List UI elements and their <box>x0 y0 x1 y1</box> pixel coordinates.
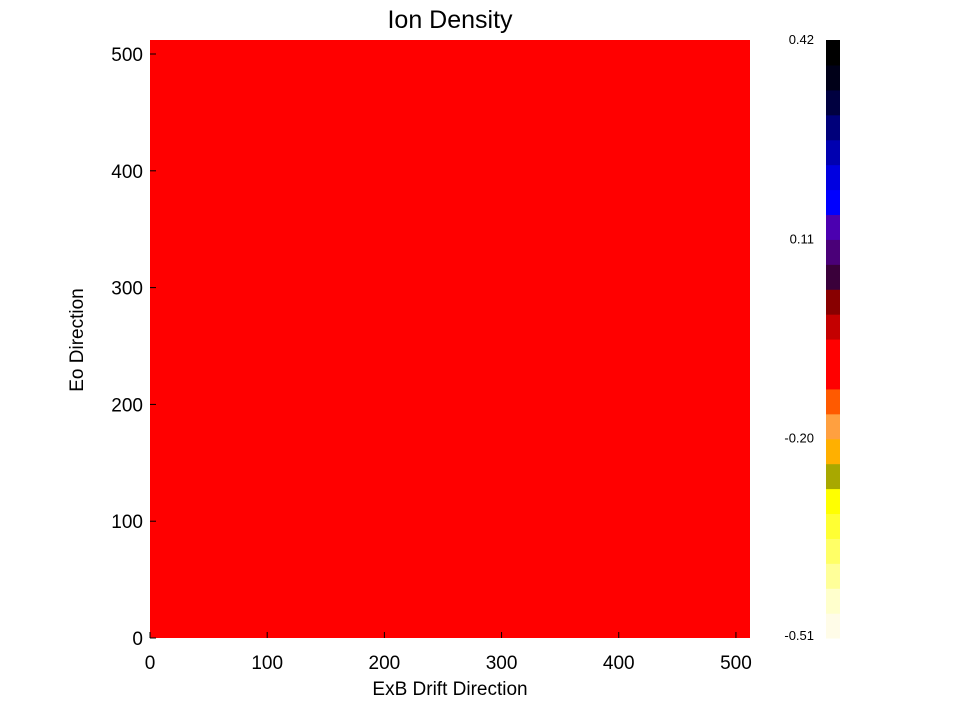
colorbar-segment <box>826 388 840 415</box>
heatmap-field <box>150 40 750 638</box>
colorbar-tick-label: -0.20 <box>784 431 814 446</box>
colorbar-segment <box>826 363 840 390</box>
colorbar-segment <box>826 513 840 539</box>
colorbar-tick-label: -0.51 <box>784 628 814 643</box>
colorbar-segment <box>826 40 840 66</box>
colorbar-segment <box>826 264 840 290</box>
x-tick-label: 100 <box>251 653 283 674</box>
colorbar-segment <box>826 438 840 465</box>
colorbar-segment <box>826 613 840 639</box>
chart-title: Ion Density <box>387 6 513 34</box>
colorbar-segment <box>826 164 840 191</box>
x-tick-label: 400 <box>603 653 635 674</box>
x-tick-label: 0 <box>145 653 156 674</box>
y-tick-label: 0 <box>132 629 143 650</box>
colorbar-segment <box>826 239 840 265</box>
y-tick-label: 100 <box>111 512 143 533</box>
colorbar-tick-label: 0.42 <box>789 32 814 47</box>
colorbar-tick-label: 0.11 <box>790 231 814 246</box>
colorbar-segment <box>826 339 840 365</box>
x-tick-label: 300 <box>486 653 518 674</box>
y-tick-label: 500 <box>111 45 143 66</box>
colorbar-segment <box>826 214 840 240</box>
colorbar: 0.42 0.11 -0.20 -0.51 <box>784 32 840 643</box>
colorbar-segment <box>826 314 840 340</box>
colorbar-segment <box>826 488 840 515</box>
colorbar-segment <box>826 114 840 141</box>
colorbar-segment <box>826 538 840 564</box>
y-tick-label: 200 <box>111 395 143 416</box>
y-tick-label: 400 <box>111 162 143 183</box>
colorbar-segment <box>826 289 840 315</box>
y-axis: 0 100 200 300 400 500 <box>111 45 156 650</box>
colorbar-segment <box>826 139 840 166</box>
y-tick-label: 300 <box>111 279 143 300</box>
y-axis-label: Eo Direction <box>67 288 88 392</box>
colorbar-segment <box>826 189 840 216</box>
colorbar-segment <box>826 413 840 440</box>
colorbar-segment <box>826 64 840 91</box>
x-axis-label: ExB Drift Direction <box>372 679 527 700</box>
x-tick-label: 500 <box>720 653 752 674</box>
colorbar-segment <box>826 463 840 490</box>
colorbar-segment <box>826 588 840 614</box>
x-axis: 0 100 200 300 400 500 <box>145 632 752 674</box>
colorbar-segment <box>826 563 840 589</box>
colorbar-segment <box>826 89 840 116</box>
x-tick-label: 200 <box>369 653 401 674</box>
